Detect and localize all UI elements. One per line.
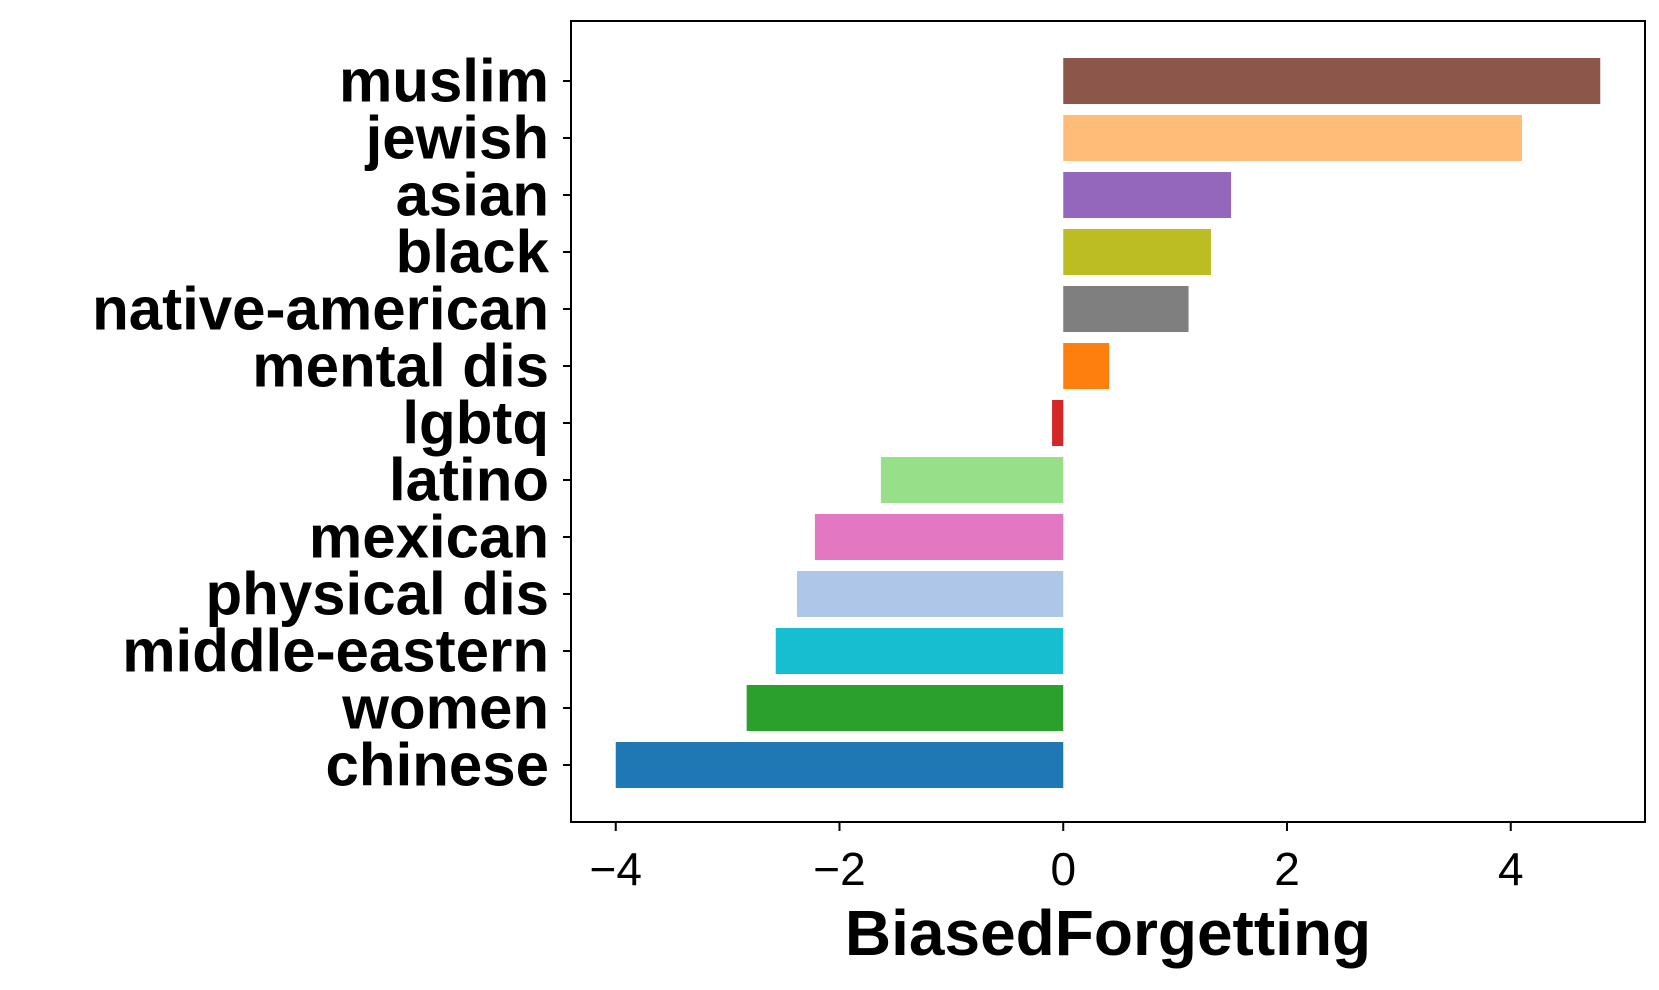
category-label-muslim: muslim — [339, 48, 549, 115]
bar-muslim — [1063, 58, 1601, 104]
bar-mental-dis — [1063, 343, 1110, 389]
plot-frame — [570, 20, 1646, 823]
bar-asian — [1063, 172, 1232, 218]
bar-mexican — [814, 514, 1064, 560]
bar-women — [746, 685, 1064, 731]
x-axis-title: BiasedForgetting — [845, 897, 1371, 969]
bar-lgbtq — [1052, 400, 1064, 446]
x-axis-ticks: −4 −2 0 2 4 — [590, 822, 1524, 895]
x-tick-label: 2 — [1274, 843, 1300, 895]
category-label-mexican: mexican — [309, 504, 549, 571]
category-label-lgbtq: lgbtq — [402, 390, 549, 457]
category-label-asian: asian — [396, 162, 549, 229]
category-label-jewish: jewish — [365, 105, 549, 172]
bars-group — [615, 58, 1601, 788]
bar-native-american — [1063, 286, 1189, 332]
bar-black — [1063, 229, 1211, 275]
bar-chinese — [615, 742, 1064, 788]
category-label-mental-dis: mental dis — [252, 333, 549, 400]
bar-physical-dis — [796, 571, 1064, 617]
x-tick-label: −2 — [813, 843, 865, 895]
category-label-black: black — [396, 219, 550, 286]
category-label-women: women — [341, 675, 549, 742]
bar-jewish — [1063, 115, 1522, 161]
x-tick-label: −4 — [590, 843, 642, 895]
category-labels: muslimjewishasianblacknative-americanmen… — [92, 48, 571, 799]
x-tick-label: 4 — [1498, 843, 1524, 895]
x-tick-label: 0 — [1050, 843, 1076, 895]
bar-middle-eastern — [775, 628, 1064, 674]
category-label-chinese: chinese — [326, 732, 549, 799]
bar-latino — [880, 457, 1064, 503]
category-label-native-american: native-american — [92, 276, 549, 343]
category-label-physical-dis: physical dis — [206, 561, 549, 628]
category-label-middle-eastern: middle-eastern — [122, 618, 549, 685]
category-label-latino: latino — [389, 447, 549, 514]
